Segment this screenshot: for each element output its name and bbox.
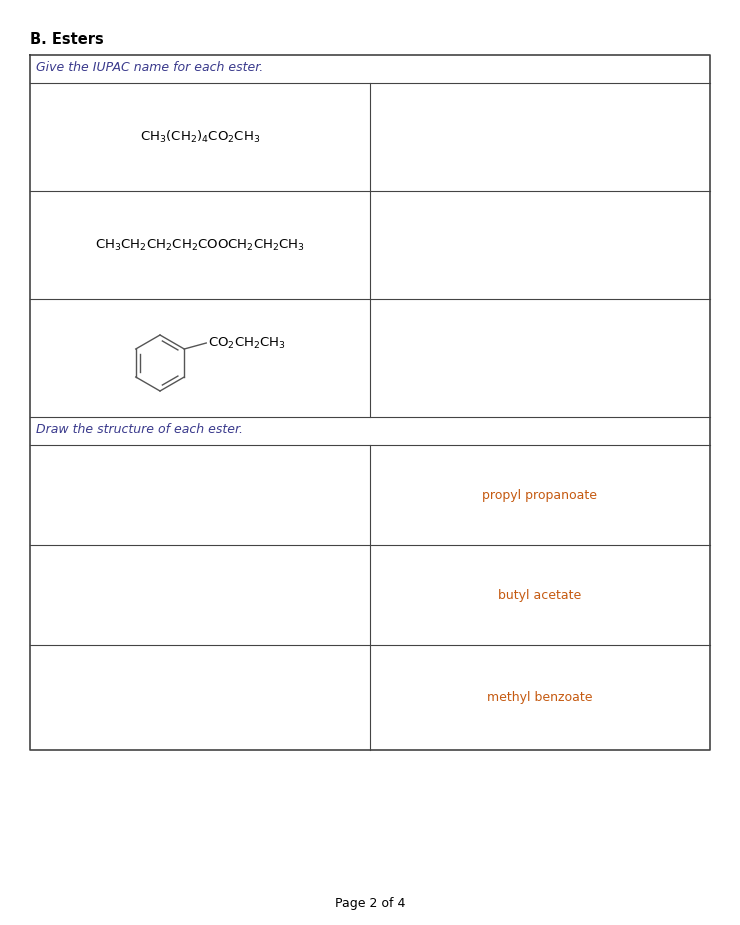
Text: Draw the structure of each ester.: Draw the structure of each ester. <box>36 423 243 436</box>
Text: $\mathregular{CH_3(CH_2)_4CO_2CH_3}$: $\mathregular{CH_3(CH_2)_4CO_2CH_3}$ <box>140 129 260 145</box>
Text: B. Esters: B. Esters <box>30 32 104 47</box>
Text: propyl propanoate: propyl propanoate <box>482 488 597 501</box>
Text: Give the IUPAC name for each ester.: Give the IUPAC name for each ester. <box>36 61 263 74</box>
Text: Page 2 of 4: Page 2 of 4 <box>334 897 406 910</box>
Text: $\mathregular{CH_3CH_2CH_2CH_2COOCH_2CH_2CH_3}$: $\mathregular{CH_3CH_2CH_2CH_2COOCH_2CH_… <box>95 238 305 253</box>
Text: $\mathregular{CO_2CH_2CH_3}$: $\mathregular{CO_2CH_2CH_3}$ <box>208 336 286 351</box>
Text: butyl acetate: butyl acetate <box>498 588 582 601</box>
Text: methyl benzoate: methyl benzoate <box>487 691 593 704</box>
